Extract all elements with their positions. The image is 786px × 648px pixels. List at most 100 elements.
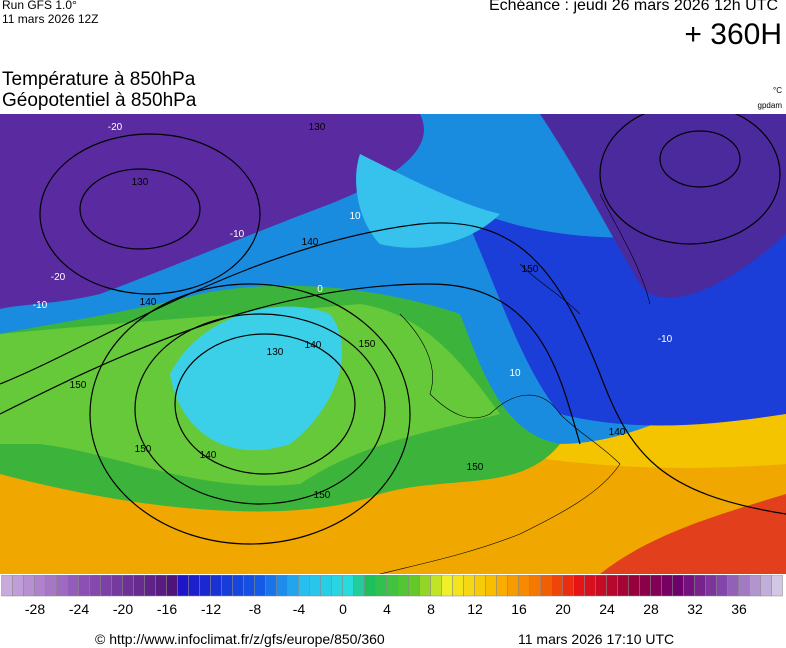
colorbar-cell (485, 575, 497, 597)
colorbar-tick-label: -8 (249, 601, 262, 617)
map: 130 140 150 130 140 150 140 150 150 150 150 140 130 1… (0, 114, 786, 574)
colorbar-cell (727, 575, 739, 597)
contour-label: 140 (302, 237, 319, 248)
colorbar-cell (133, 575, 145, 597)
colorbar-tick-label: -24 (69, 601, 89, 617)
colorbar-cell (23, 575, 35, 597)
contour-label: 130 (267, 347, 284, 358)
colorbar-cell (628, 575, 640, 597)
lead-time: + 360H (684, 18, 782, 51)
colorbar-cell (562, 575, 574, 597)
colorbar-cell (771, 575, 783, 597)
colorbar-cell (496, 575, 508, 597)
contour-label: 150 (135, 444, 152, 455)
colorbar-tick-label: -28 (25, 601, 45, 617)
contour-label: 130 (309, 122, 326, 133)
contour-label: 140 (140, 297, 157, 308)
colorbar-cell (430, 575, 442, 597)
colorbar-tick-label: 0 (339, 601, 347, 617)
colorbar-cell (34, 575, 46, 597)
colorbar-cell (716, 575, 728, 597)
colorbar-cell (419, 575, 431, 597)
colorbar-tick-label: 20 (555, 601, 571, 617)
colorbar-cell (661, 575, 673, 597)
colorbar-cell (606, 575, 618, 597)
colorbar-cell (287, 575, 299, 597)
colorbar-tick-label: 36 (731, 601, 747, 617)
contour-labels: 130 140 150 130 140 150 140 150 150 150 150 140 130 1… (33, 122, 673, 501)
colorbar-cell (518, 575, 530, 597)
colorbar-cell (364, 575, 376, 597)
colorbar-cell (650, 575, 662, 597)
colorbar-cell (353, 575, 365, 597)
colorbar-cell (232, 575, 244, 597)
colorbar-cell (584, 575, 596, 597)
colorbar-cell (595, 575, 607, 597)
colorbar-cell (122, 575, 134, 597)
isohypses (0, 114, 786, 545)
field-hot (600, 494, 786, 574)
unit-geopotential: gpdam (757, 101, 782, 110)
colorbar-cell (254, 575, 266, 597)
colorbar-cell (474, 575, 486, 597)
contour-label: 150 (70, 380, 87, 391)
contour-label: 150 (359, 339, 376, 350)
colorbar-cell (342, 575, 354, 597)
contour-label: 130 (132, 177, 149, 188)
field-purple (0, 114, 424, 309)
contour-label: -10 (230, 229, 245, 240)
contour-label: -10 (658, 334, 673, 345)
colorbar-cell (551, 575, 563, 597)
colorbar-cell (529, 575, 541, 597)
contour-label: -20 (108, 122, 123, 133)
run-label: Run GFS 1.0° (2, 0, 77, 12)
colorbar-cell (331, 575, 343, 597)
colorbar-cell (166, 575, 178, 597)
colorbar-cell (320, 575, 332, 597)
colorbar-cell (452, 575, 464, 597)
footer-url: © http://www.infoclimat.fr/z/gfs/europe/… (95, 631, 385, 647)
colorbar-cell (639, 575, 651, 597)
colorbar-tick-label: 4 (383, 601, 391, 617)
colorbar-cell (375, 575, 387, 597)
colorbar-cell (463, 575, 475, 597)
colorbar-cell (89, 575, 101, 597)
colorbar: -28 -24 -20 -16 -12 -8 -4 0 4 8 12 16 20 24 28 32 36 (1, 575, 783, 617)
colorbar-cell (56, 575, 68, 597)
colorbar-cell (78, 575, 90, 597)
contour-label: 150 (522, 264, 539, 275)
colorbar-tick-label: 32 (687, 601, 703, 617)
colorbar-cell (100, 575, 112, 597)
contour-label: 140 (305, 340, 322, 351)
unit-temperature: °C (773, 86, 782, 95)
colorbar-tick-label: -20 (113, 601, 133, 617)
colorbar-cell (144, 575, 156, 597)
contour-label: 140 (200, 450, 217, 461)
contour-label: 150 (314, 490, 331, 501)
colorbar-cell (540, 575, 552, 597)
colorbar-tick-label: 8 (427, 601, 435, 617)
colorbar-cell (188, 575, 200, 597)
contour-label: -10 (33, 300, 48, 311)
run-date: 11 mars 2026 12Z (2, 12, 99, 26)
colorbar-tick-label: 16 (511, 601, 527, 617)
colorbar-cell (738, 575, 750, 597)
colorbar-tick-label: -12 (201, 601, 221, 617)
colorbar-cell (199, 575, 211, 597)
contour-label: 10 (509, 368, 521, 379)
colorbar-cell (12, 575, 24, 597)
colorbar-tick-label: -4 (293, 601, 306, 617)
colorbar-cell (694, 575, 706, 597)
colorbar-cell (243, 575, 255, 597)
field-cyan (170, 306, 343, 451)
echeance: Echéance : jeudi 26 mars 2026 12h UTC (488, 0, 778, 14)
contour-label: 140 (609, 427, 626, 438)
colorbar-cell (672, 575, 684, 597)
colorbar-cell (408, 575, 420, 597)
colorbar-cell (177, 575, 189, 597)
colorbar-cell (441, 575, 453, 597)
colorbar-cell (155, 575, 167, 597)
colorbar-cell (386, 575, 398, 597)
title-geopotential: Géopotentiel à 850hPa (2, 90, 197, 111)
